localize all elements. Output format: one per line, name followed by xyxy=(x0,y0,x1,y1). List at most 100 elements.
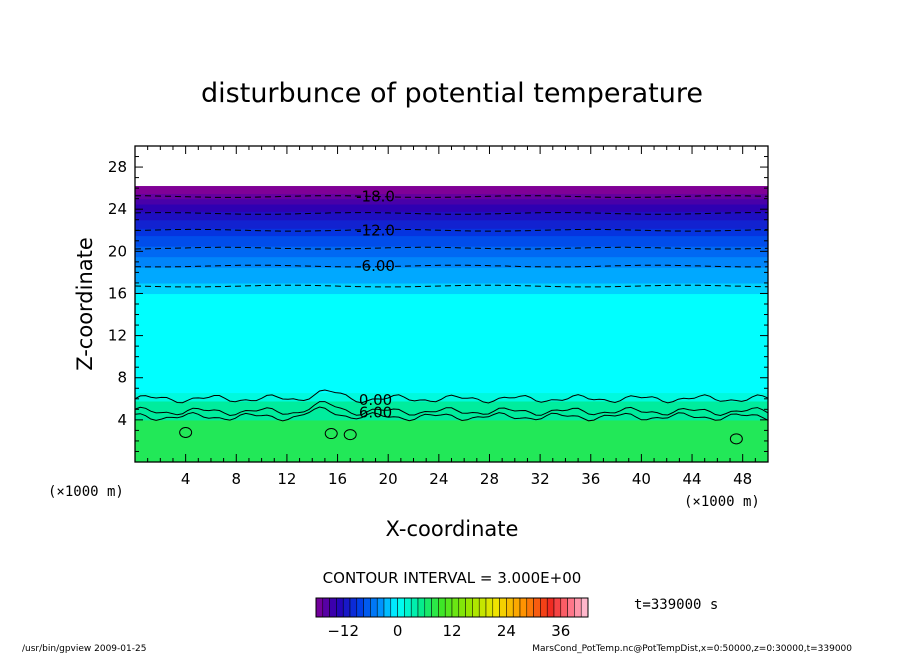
x-tick-label: 20 xyxy=(379,470,398,488)
colorbar-ticks: −12 0 12 24 36 xyxy=(327,622,570,640)
x-tick-label: 44 xyxy=(682,470,701,488)
x-tick-label: 36 xyxy=(581,470,600,488)
colorbar-cell xyxy=(315,597,324,618)
y-tick-label: 24 xyxy=(108,200,127,218)
contour-line-negative xyxy=(135,246,768,250)
contour-line-negative xyxy=(135,264,768,268)
x-axis-ticks: 4 8 12 16 20 24 28 32 36 40 44 48 xyxy=(147,146,756,488)
y-tick-label: 28 xyxy=(108,158,127,176)
colorbar-cell xyxy=(546,597,555,618)
field-band xyxy=(135,293,768,394)
colorbar-cell xyxy=(390,597,398,618)
contour-label: -6.00 xyxy=(356,257,395,275)
colorbar-cell xyxy=(322,597,330,618)
colorbar-cell xyxy=(376,597,385,618)
x-tick-label: 4 xyxy=(181,470,191,488)
colorbar-tick-label: 0 xyxy=(393,622,403,640)
colorbar-cell xyxy=(478,597,487,618)
field-band xyxy=(135,392,768,402)
colorbar-cell xyxy=(363,597,371,618)
contour-label: -18.0 xyxy=(356,188,395,206)
colorbar-cell xyxy=(533,597,541,618)
colorbar-cell xyxy=(342,597,351,618)
field-band xyxy=(135,211,768,221)
colorbar-tick-label: −12 xyxy=(327,622,359,640)
field-band xyxy=(135,235,768,247)
colorbar-frame xyxy=(315,597,589,618)
contour-interval: CONTOUR INTERVAL = 3.000E+00 xyxy=(323,569,582,587)
field-band xyxy=(135,228,768,237)
x-tick-label: 8 xyxy=(232,470,242,488)
field-band xyxy=(135,400,768,421)
colorbar-cell xyxy=(356,597,364,618)
colorbar-cell xyxy=(492,597,500,618)
colorbar-cell xyxy=(574,597,582,618)
colorbar-cell xyxy=(417,597,426,618)
y-tick-label: 20 xyxy=(108,242,127,260)
contour-lines xyxy=(135,195,768,445)
colorbar-cell xyxy=(506,597,514,618)
contour-label: 6.00 xyxy=(359,403,392,421)
y-axis-ticks: 4 8 12 16 20 24 28 xyxy=(108,156,768,452)
field-band xyxy=(135,267,768,284)
field-band xyxy=(135,193,768,200)
field-band xyxy=(135,282,768,295)
contour-line-positive xyxy=(135,406,768,422)
colorbar-cell xyxy=(397,597,405,618)
y-tick-label: 16 xyxy=(108,284,127,302)
colorbar-cell xyxy=(519,597,528,618)
contour-label: 0.00 xyxy=(359,391,392,409)
colorbar-cell xyxy=(336,597,344,618)
x-tick-label: 48 xyxy=(733,470,752,488)
field-band xyxy=(135,246,768,258)
colorbar-cell xyxy=(512,597,521,618)
x-axis-unit-left: (×1000 m) xyxy=(48,484,124,500)
colorbar-cell xyxy=(553,597,562,618)
x-axis-label: X-coordinate xyxy=(386,517,519,541)
contour-line-negative xyxy=(135,284,768,288)
x-tick-label: 12 xyxy=(277,470,296,488)
colorbar-cell xyxy=(370,597,378,618)
colorbar-cell xyxy=(580,597,589,618)
colorbar-cell xyxy=(472,597,480,618)
x-tick-label: 28 xyxy=(480,470,499,488)
field-band xyxy=(135,256,768,268)
colorbar-cell xyxy=(458,597,466,618)
contour-line-positive xyxy=(135,389,768,404)
colorbar-cell xyxy=(349,597,358,618)
contour-closed xyxy=(179,427,193,439)
footer-right: MarsCond_PotTemp.nc@PotTempDist,x=0:5000… xyxy=(532,644,852,654)
colorbar-tick-label: 36 xyxy=(551,622,570,640)
x-tick-label: 32 xyxy=(531,470,550,488)
x-tick-label: 24 xyxy=(429,470,448,488)
colorbar-tick-label: 12 xyxy=(442,622,461,640)
contour-closed xyxy=(324,428,338,440)
y-tick-label: 8 xyxy=(117,369,127,387)
y-tick-label: 12 xyxy=(108,327,127,345)
contour-closed xyxy=(343,429,357,441)
y-tick-label: 4 xyxy=(117,411,127,429)
chart-title: disturbunce of potential temperature xyxy=(201,78,703,109)
field-band xyxy=(135,186,768,194)
colorbar-cell xyxy=(540,597,548,618)
time-label: t=339000 s xyxy=(634,597,718,613)
field-shading xyxy=(135,186,768,462)
colorbar-cell xyxy=(465,597,473,618)
colorbar-cell xyxy=(567,597,575,618)
contour-line-positive xyxy=(135,401,768,417)
colorbar-cell xyxy=(438,597,446,618)
colorbar-cell xyxy=(444,597,453,618)
colorbar-cell xyxy=(329,597,337,618)
colorbar-cell xyxy=(499,597,507,618)
field-band xyxy=(135,198,768,205)
colorbar-cell xyxy=(485,597,494,618)
x-tick-label: 16 xyxy=(328,470,347,488)
field-band xyxy=(135,203,768,212)
colorbar-cell xyxy=(451,597,460,618)
contour-line-negative xyxy=(135,228,768,232)
colorbar-cell xyxy=(410,597,419,618)
x-tick-label: 40 xyxy=(632,470,651,488)
colorbar-cell xyxy=(560,597,568,618)
colorbar-cell xyxy=(383,597,392,618)
